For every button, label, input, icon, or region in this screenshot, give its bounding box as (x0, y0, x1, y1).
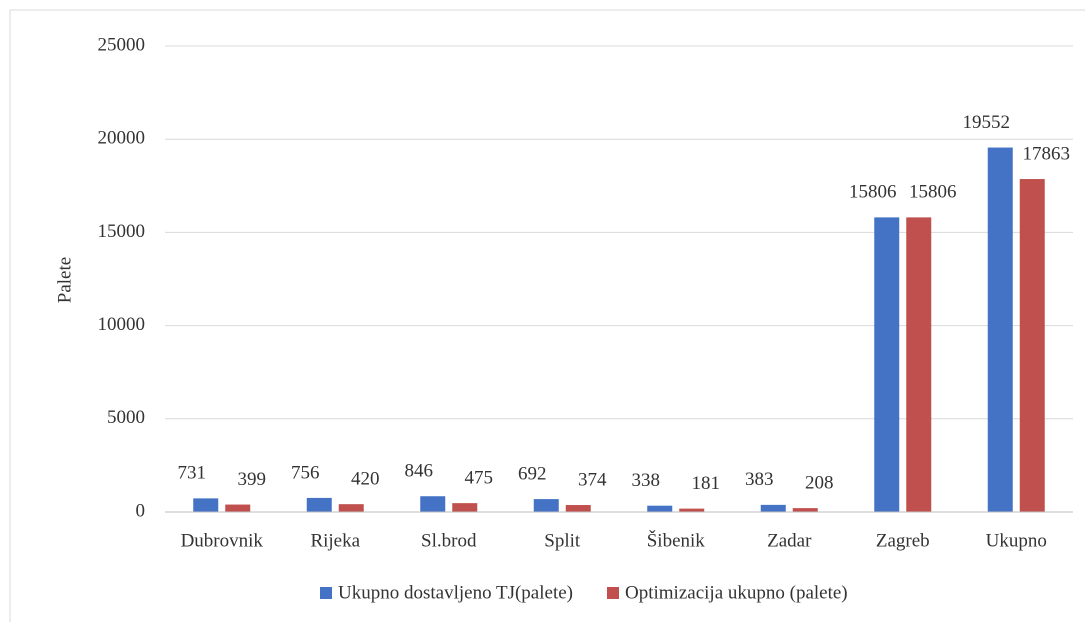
y-axis-label: Palete (54, 257, 75, 303)
chart-border (9, 9, 1085, 622)
data-label: 15806 (849, 182, 897, 203)
bar (906, 217, 932, 512)
data-label: 383 (745, 469, 774, 490)
bar (533, 499, 559, 512)
bar (338, 504, 364, 512)
x-tick-label: Rijeka (310, 530, 360, 551)
x-tick-label: Zagreb (876, 530, 930, 551)
data-label: 208 (805, 472, 834, 493)
data-label: 17863 (1023, 143, 1071, 164)
bar (874, 217, 900, 512)
x-tick-label: Dubrovnik (181, 530, 264, 551)
bar (306, 497, 332, 512)
data-label: 15806 (909, 182, 957, 203)
bar (792, 508, 818, 512)
bar (760, 504, 786, 512)
data-label: 181 (692, 473, 721, 494)
y-tick-label: 10000 (98, 314, 146, 335)
data-label: 338 (632, 470, 661, 491)
x-tick-label: Šibenik (647, 529, 706, 551)
data-label: 692 (518, 463, 547, 484)
bar (647, 505, 673, 512)
legend-swatch (320, 587, 332, 599)
y-tick-label: 15000 (98, 221, 146, 242)
y-tick-label: 5000 (107, 407, 145, 428)
x-tick-label: Split (544, 530, 581, 551)
bar (987, 147, 1013, 512)
bar (193, 498, 219, 512)
data-label: 399 (238, 469, 267, 490)
bar (1019, 179, 1045, 512)
data-label: 475 (465, 468, 494, 489)
bar (565, 505, 591, 512)
y-tick-label: 20000 (98, 128, 146, 149)
x-tick-label: Ukupno (986, 530, 1047, 551)
bar (452, 503, 478, 512)
data-label: 846 (405, 461, 434, 482)
data-label: 420 (351, 469, 380, 490)
bar (679, 508, 705, 512)
x-tick-label: Zadar (767, 530, 812, 551)
data-label: 374 (578, 469, 607, 490)
data-label: 731 (178, 463, 207, 484)
bar (225, 504, 251, 512)
data-label: 19552 (963, 112, 1011, 133)
y-tick-label: 0 (136, 500, 146, 521)
legend-label: Optimizacija ukupno (palete) (625, 582, 848, 603)
bar (420, 496, 446, 512)
y-tick-label: 25000 (98, 34, 146, 55)
legend-label: Ukupno dostavljeno TJ(palete) (338, 582, 573, 603)
legend-swatch (607, 587, 619, 599)
x-tick-label: Sl.brod (421, 530, 477, 551)
data-label: 756 (291, 462, 320, 483)
